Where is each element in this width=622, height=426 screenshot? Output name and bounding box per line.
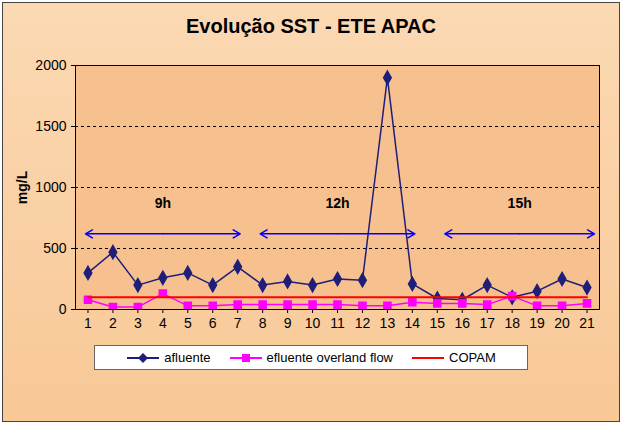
- svg-text:12h: 12h: [325, 195, 349, 211]
- svg-text:15h: 15h: [508, 195, 532, 211]
- svg-text:1500: 1500: [35, 118, 66, 134]
- svg-text:4: 4: [159, 315, 167, 331]
- svg-text:18: 18: [504, 315, 520, 331]
- html-text:afluente: afluente: [164, 350, 211, 365]
- svg-text:3: 3: [134, 315, 142, 331]
- svg-text:14: 14: [405, 315, 421, 331]
- svg-text:19: 19: [529, 315, 545, 331]
- svg-text:6: 6: [209, 315, 217, 331]
- svg-text:15: 15: [430, 315, 446, 331]
- svg-text:12: 12: [355, 315, 371, 331]
- svg-text:16: 16: [454, 315, 470, 331]
- svg-text:7: 7: [234, 315, 242, 331]
- svg-text:17: 17: [479, 315, 495, 331]
- svg-text:20: 20: [554, 315, 570, 331]
- svg-text:1: 1: [84, 315, 92, 331]
- svg-text:5: 5: [184, 315, 192, 331]
- svg-text:11: 11: [330, 315, 345, 331]
- svg-text:2000: 2000: [35, 57, 66, 73]
- svg-text:1000: 1000: [35, 179, 66, 195]
- svg-text:0: 0: [59, 301, 67, 317]
- svg-text:mg/L: mg/L: [14, 170, 30, 204]
- html-text:COPAM: COPAM: [449, 350, 496, 365]
- svg-text:9: 9: [284, 315, 292, 331]
- svg-text:9h: 9h: [155, 195, 171, 211]
- svg-text:500: 500: [43, 240, 67, 256]
- html-text:efluente overland flow: efluente overland flow: [266, 350, 393, 365]
- html-text:Evolução SST - ETE APAC: Evolução SST - ETE APAC: [186, 15, 436, 37]
- svg-text:8: 8: [259, 315, 267, 331]
- svg-text:21: 21: [579, 315, 595, 331]
- svg-text:2: 2: [109, 315, 117, 331]
- svg-text:10: 10: [305, 315, 321, 331]
- svg-text:13: 13: [380, 315, 396, 331]
